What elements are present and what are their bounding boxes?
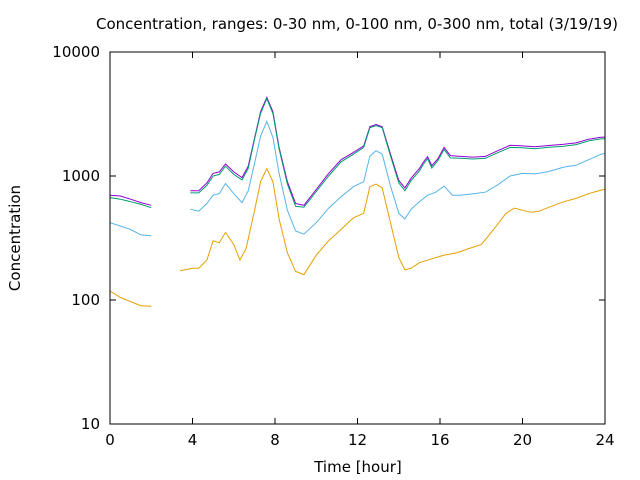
x-tick-label: 4 xyxy=(188,431,198,449)
series-line-2 xyxy=(190,97,606,208)
y-tick-label: 100 xyxy=(71,291,100,309)
y-tick-label: 1000 xyxy=(62,167,100,185)
plot-frame xyxy=(109,51,606,425)
axis-ticks: 0 4 8 12 16 20 24 10 100 1000 10000 xyxy=(52,43,614,449)
series-line-1 xyxy=(190,96,606,206)
y-tick-label: 10000 xyxy=(52,43,100,61)
y-axis-label: Concentration xyxy=(6,185,24,291)
x-tick-label: 0 xyxy=(105,431,115,449)
series-line-3 xyxy=(109,222,152,237)
x-tick-label: 24 xyxy=(595,431,614,449)
series-line-1 xyxy=(109,194,152,206)
x-tick-label: 12 xyxy=(348,431,367,449)
plot-lines xyxy=(109,96,606,307)
series-line-3 xyxy=(190,120,606,235)
x-tick-label: 8 xyxy=(270,431,280,449)
series-line-2 xyxy=(109,197,152,209)
y-tick-label: 10 xyxy=(81,415,100,433)
series-line-4 xyxy=(109,290,152,307)
x-axis-label: Time [hour] xyxy=(313,458,402,476)
x-tick-label: 20 xyxy=(513,431,532,449)
x-tick-label: 16 xyxy=(430,431,449,449)
chart-title: Concentration, ranges: 0-30 nm, 0-100 nm… xyxy=(96,15,618,33)
series-line-4 xyxy=(180,167,606,276)
